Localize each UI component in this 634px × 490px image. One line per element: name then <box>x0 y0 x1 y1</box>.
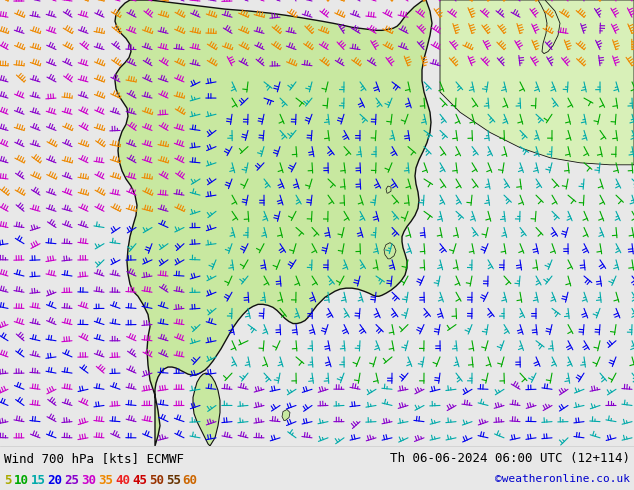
Text: ©weatheronline.co.uk: ©weatheronline.co.uk <box>495 474 630 484</box>
Text: 25: 25 <box>65 474 79 487</box>
Polygon shape <box>386 186 391 193</box>
Polygon shape <box>115 0 432 446</box>
Text: 20: 20 <box>48 474 63 487</box>
Text: 40: 40 <box>115 474 130 487</box>
Text: 50: 50 <box>149 474 164 487</box>
Text: 30: 30 <box>81 474 96 487</box>
Text: 45: 45 <box>132 474 147 487</box>
Text: 5: 5 <box>4 474 11 487</box>
Text: 60: 60 <box>183 474 198 487</box>
Polygon shape <box>440 0 634 165</box>
Text: Wind 700 hPa [kts] ECMWF: Wind 700 hPa [kts] ECMWF <box>4 452 184 465</box>
Text: Th 06-06-2024 06:00 UTC (12+114): Th 06-06-2024 06:00 UTC (12+114) <box>390 452 630 465</box>
Polygon shape <box>384 243 396 259</box>
Text: 55: 55 <box>166 474 181 487</box>
Polygon shape <box>538 0 560 53</box>
Text: 35: 35 <box>98 474 113 487</box>
Text: 15: 15 <box>30 474 46 487</box>
Text: 10: 10 <box>14 474 29 487</box>
Polygon shape <box>193 373 220 446</box>
Polygon shape <box>282 410 290 420</box>
